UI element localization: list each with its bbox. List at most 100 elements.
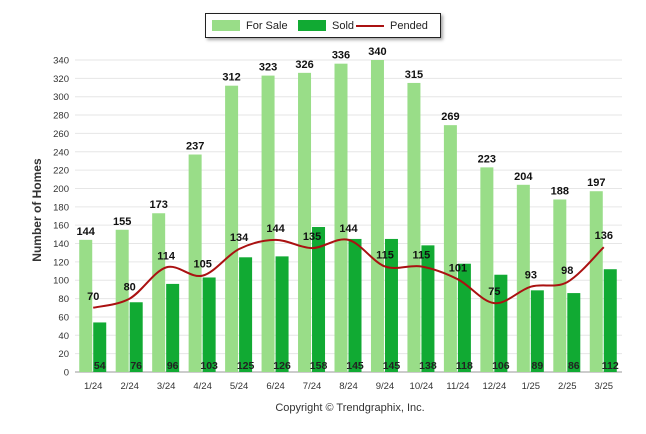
bar-for-sale (188, 154, 202, 372)
sold-value-label: 125 (237, 360, 255, 372)
x-tick-label: 7/24 (303, 381, 322, 392)
for-sale-value-label: 269 (441, 111, 459, 123)
y-axis-title: Number of Homes (30, 158, 44, 262)
for-sale-value-label: 155 (113, 216, 131, 228)
pended-value-label: 144 (266, 223, 285, 235)
x-tick-label: 1/25 (522, 381, 541, 392)
bar-sold (202, 277, 216, 372)
for-sale-value-label: 340 (368, 46, 386, 58)
bar-sold (384, 238, 398, 372)
y-tick-label: 80 (58, 294, 69, 305)
pended-value-label: 93 (525, 270, 537, 282)
legend-item-for-sale[interactable]: For Sale (212, 14, 288, 37)
pended-value-label: 134 (230, 232, 249, 244)
bar-for-sale (261, 75, 275, 372)
y-tick-label: 40 (58, 331, 69, 342)
bar-sold (494, 274, 508, 372)
y-tick-label: 140 (53, 239, 69, 250)
sold-value-label: 89 (531, 360, 543, 372)
sold-value-label: 86 (568, 360, 580, 372)
bar-for-sale (443, 125, 457, 372)
sold-value-label: 76 (130, 360, 142, 372)
bar-sold (129, 302, 143, 372)
bar-sold (93, 322, 107, 372)
for-sale-value-label: 237 (186, 141, 204, 153)
bar-for-sale (589, 191, 603, 372)
for-sale-value-label: 197 (587, 177, 605, 189)
x-tick-label: 3/24 (157, 381, 176, 392)
bar-for-sale (298, 72, 312, 373)
y-tick-label: 20 (58, 349, 69, 360)
sold-value-label: 103 (200, 360, 218, 372)
y-tick-label: 160 (53, 221, 69, 232)
pended-labels: 70 80 114 105 134 144 135 144 115 115 101 75 93 98 136 (87, 223, 613, 303)
legend-item-sold[interactable]: Sold (298, 14, 354, 37)
y-tick-label: 0 (64, 368, 69, 379)
y-tick-label: 260 (53, 129, 69, 140)
y-tick-label: 300 (53, 92, 69, 103)
bar-for-sale (225, 85, 239, 372)
y-tick-label: 320 (53, 74, 69, 85)
pended-value-label: 70 (87, 291, 99, 303)
y-tick-label: 340 (53, 56, 69, 67)
bars (79, 60, 617, 373)
sold-value-label: 106 (492, 360, 510, 372)
pended-value-label: 98 (561, 265, 573, 277)
sold-value-label: 126 (273, 360, 291, 372)
bar-for-sale (407, 82, 421, 373)
bar-for-sale (553, 199, 567, 372)
x-tick-label: 4/24 (193, 381, 212, 392)
y-tick-label: 220 (53, 166, 69, 177)
for-sale-value-label: 204 (514, 171, 533, 183)
bar-sold (312, 227, 326, 372)
bar-for-sale (334, 63, 348, 372)
grid-lines (75, 59, 622, 373)
sold-value-label: 158 (310, 360, 328, 372)
x-tick-label: 9/24 (376, 381, 395, 392)
bar-sold (275, 256, 289, 372)
bar-sold (239, 257, 253, 372)
legend: For Sale Sold Pended (205, 13, 441, 38)
legend-swatch-for-sale (212, 20, 240, 31)
for-sale-value-label: 188 (551, 185, 569, 197)
for-sale-value-label: 326 (295, 59, 313, 71)
y-tick-label: 200 (53, 184, 69, 195)
x-tick-label: 5/24 (230, 381, 249, 392)
sold-value-label: 54 (94, 360, 106, 372)
x-tick-label: 11/24 (446, 381, 469, 392)
y-tick-label: 240 (53, 147, 69, 158)
bar-sold (166, 283, 180, 372)
x-tick-label: 8/24 (339, 381, 358, 392)
pended-series-line (92, 238, 605, 309)
bar-sold (348, 238, 362, 372)
for-sale-value-label: 144 (77, 226, 96, 238)
pended-value-label: 105 (193, 259, 211, 271)
bar-sold (603, 269, 617, 372)
y-tick-label: 180 (53, 202, 69, 213)
pended-value-label: 115 (376, 249, 394, 261)
bar-labels: 144 54 155 76 173 96 237 103 312 125 323 126 326 158 3… (77, 46, 619, 372)
x-tick-label: 2/25 (558, 381, 577, 392)
y-tick-label: 60 (58, 312, 69, 323)
x-axis-ticks: 1/24 2/24 3/24 4/24 5/24 6/24 7/24 8/24 9/24 10/2… (84, 381, 613, 392)
pended-value-label: 144 (339, 223, 358, 235)
bar-for-sale (79, 239, 93, 372)
pended-value-label: 114 (157, 250, 176, 262)
for-sale-value-label: 323 (259, 62, 277, 74)
sold-value-label: 118 (456, 360, 473, 372)
sold-value-label: 138 (419, 360, 437, 372)
x-tick-label: 12/24 (482, 381, 506, 392)
sold-value-label: 145 (383, 360, 401, 372)
copyright: Copyright © Trendgraphix, Inc. (275, 402, 425, 414)
legend-line-pended (356, 24, 384, 27)
x-tick-label: 2/24 (120, 381, 139, 392)
for-sale-value-label: 173 (149, 199, 167, 211)
y-tick-label: 100 (53, 276, 69, 287)
bar-sold (457, 263, 471, 372)
y-axis-ticks: 0 20 40 60 80 100 120 140 160 180 200 220 240 260 280 3… (53, 56, 69, 379)
for-sale-value-label: 312 (222, 72, 240, 84)
x-tick-label: 3/25 (595, 381, 614, 392)
sold-value-label: 112 (602, 360, 619, 372)
legend-item-pended[interactable]: Pended (356, 14, 428, 37)
pended-value-label: 135 (303, 231, 321, 243)
